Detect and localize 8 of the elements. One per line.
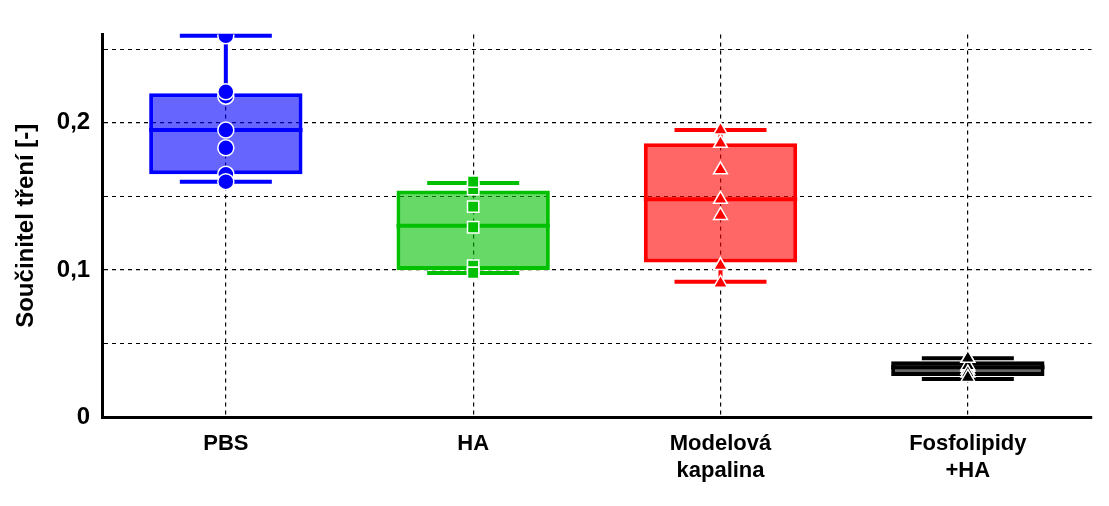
x-tick-label: Fosfolipidy +HA <box>909 430 1028 482</box>
y-tick-label: 0 <box>76 401 91 429</box>
y-tick-label: 0,1 <box>56 254 91 282</box>
y-tick-label: 0,2 <box>56 107 91 135</box>
x-tick-label: Modelová kapalina <box>669 430 772 482</box>
y-axis-title: Součinitel tření [-] <box>11 123 39 328</box>
x-tick-label: HA <box>457 430 490 456</box>
x-tick-label: PBS <box>203 430 249 456</box>
